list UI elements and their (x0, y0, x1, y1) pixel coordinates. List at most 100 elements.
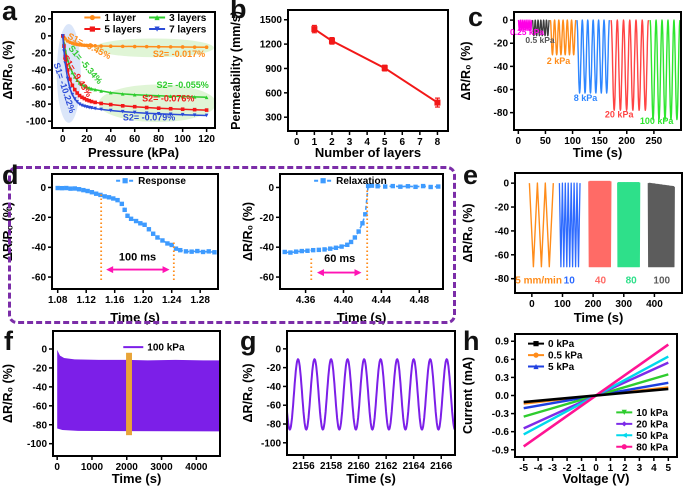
svg-text:1: 1 (312, 137, 318, 148)
svg-text:4: 4 (651, 463, 657, 474)
svg-text:-20: -20 (494, 39, 509, 50)
svg-text:0: 0 (294, 137, 300, 148)
svg-text:Time (s): Time (s) (110, 310, 160, 325)
svg-text:0.0: 0.0 (495, 391, 509, 402)
svg-text:-40: -40 (32, 66, 47, 77)
svg-text:0.5 kPa: 0.5 kPa (548, 351, 583, 362)
svg-text:0.9: 0.9 (495, 337, 509, 348)
svg-text:1.20: 1.20 (133, 295, 153, 306)
svg-text:-20: -20 (32, 48, 47, 59)
svg-text:4.44: 4.44 (372, 295, 392, 306)
svg-text:2162: 2162 (375, 461, 398, 472)
panel-label-g: g (240, 326, 257, 356)
svg-text:40: 40 (595, 275, 607, 286)
svg-text:Time (s): Time (s) (337, 310, 387, 325)
svg-text:80 kPa: 80 kPa (636, 442, 668, 453)
svg-text:600: 600 (265, 88, 282, 99)
svg-text:20: 20 (81, 134, 93, 145)
svg-text:150: 150 (591, 136, 608, 147)
svg-text:50: 50 (540, 136, 552, 147)
svg-text:2158: 2158 (320, 461, 343, 472)
svg-text:3: 3 (347, 137, 353, 148)
svg-text:-40: -40 (33, 382, 48, 393)
svg-text:S2= -0.017%: S2= -0.017% (153, 49, 205, 59)
svg-text:ΔR/R₀ (%): ΔR/R₀ (%) (241, 363, 255, 422)
svg-text:-4: -4 (534, 463, 543, 474)
svg-text:400: 400 (646, 299, 663, 310)
svg-text:0: 0 (529, 299, 535, 310)
svg-text:ΔR/R₀ (%): ΔR/R₀ (%) (241, 202, 255, 261)
chart-iv-curves: -5 -4 -3 -2 -1 0 1 2 3 4 5 0.9 0.6 0.3 0.0 -0.3 -0.6 -0.9… (460, 325, 685, 486)
chart-durability-zoom: 2156 2158 2160 2162 2164 2166 0 -20 -40 -60 -80 -10… (240, 325, 460, 486)
svg-text:0 kPa: 0 kPa (548, 339, 575, 350)
svg-text:-100: -100 (27, 439, 47, 450)
svg-text:10: 10 (564, 275, 576, 286)
svg-text:Time (s): Time (s) (346, 471, 396, 486)
svg-text:ΔR/R₀ (%): ΔR/R₀ (%) (1, 40, 15, 99)
svg-text:200: 200 (618, 136, 635, 147)
chart-cyclic-pressures: 0 50 100 150 200 250 0 -20 -40 -60 -80 Time (s) ΔR/R… (458, 0, 685, 160)
svg-text:0: 0 (516, 136, 522, 147)
svg-text:5 mm/min: 5 mm/min (515, 275, 562, 286)
svg-text:0: 0 (40, 31, 46, 42)
svg-text:-60: -60 (32, 273, 47, 284)
svg-text:S2= -0.076%: S2= -0.076% (142, 94, 194, 104)
svg-text:60 ms: 60 ms (324, 253, 355, 265)
svg-text:20 kPa: 20 kPa (636, 419, 668, 430)
svg-text:100 kPa: 100 kPa (147, 343, 185, 354)
svg-text:1.08: 1.08 (48, 295, 68, 306)
chart-durability: 0 1000 2000 3000 4000 0 -20 -40 -60 -80 -100 Time (… (0, 325, 240, 486)
svg-text:100: 100 (554, 299, 571, 310)
svg-text:1.12: 1.12 (76, 295, 96, 306)
svg-text:-80: -80 (495, 274, 510, 285)
svg-text:Relaxation: Relaxation (336, 176, 387, 187)
svg-text:1.28: 1.28 (190, 295, 210, 306)
svg-text:5: 5 (382, 137, 388, 148)
svg-text:-0.9: -0.9 (492, 445, 510, 456)
svg-text:20 kPa: 20 kPa (605, 109, 635, 119)
svg-text:0: 0 (593, 463, 599, 474)
svg-text:ΔR/R₀ (%): ΔR/R₀ (%) (459, 41, 473, 100)
svg-text:-100: -100 (261, 438, 281, 449)
svg-text:4.48: 4.48 (410, 295, 430, 306)
svg-text:2: 2 (329, 137, 335, 148)
svg-text:-60: -60 (260, 273, 275, 284)
svg-text:0: 0 (41, 344, 47, 355)
svg-text:100: 100 (564, 136, 581, 147)
svg-text:-40: -40 (494, 62, 509, 73)
svg-text:Current (mA): Current (mA) (461, 357, 475, 434)
svg-text:ΔR/R₀ (%): ΔR/R₀ (%) (461, 203, 475, 262)
svg-text:0.5 kPa: 0.5 kPa (525, 35, 555, 45)
svg-text:5 kPa: 5 kPa (548, 362, 575, 373)
svg-text:7: 7 (417, 137, 423, 148)
svg-text:50 kPa: 50 kPa (636, 431, 668, 442)
svg-text:0.25 kPa: 0.25 kPa (510, 27, 544, 37)
svg-text:20: 20 (35, 14, 47, 25)
svg-text:2164: 2164 (403, 461, 426, 472)
svg-text:1500: 1500 (260, 15, 283, 26)
svg-text:Time (s): Time (s) (573, 145, 623, 160)
svg-text:0.6: 0.6 (495, 355, 509, 366)
chart-relaxation-time: 4.36 4.40 4.44 4.48 0 -20 -40 -60 Time (s) ΔR/R₀ … (240, 160, 460, 325)
svg-text:-60: -60 (32, 83, 47, 94)
svg-text:ΔR/R₀ (%): ΔR/R₀ (%) (1, 364, 15, 423)
svg-text:100 kPa: 100 kPa (640, 116, 675, 126)
svg-text:Number of layers: Number of layers (315, 145, 421, 160)
svg-text:-20: -20 (33, 363, 48, 374)
chart-permeability: 0 1 2 3 4 5 6 7 8 300 600 900 1200 1500 Number of laye… (228, 0, 458, 160)
chart-response-time: 1.08 1.12 1.16 1.20 1.24 1.28 0 -20 -40 -60 Time (… (0, 160, 240, 325)
svg-text:10 kPa: 10 kPa (636, 408, 668, 419)
svg-text:-80: -80 (33, 420, 48, 431)
svg-text:1.16: 1.16 (105, 295, 125, 306)
svg-text:5 layers: 5 layers (104, 25, 142, 36)
svg-text:0: 0 (503, 179, 509, 190)
svg-text:S2= -0.079%: S2= -0.079% (123, 112, 175, 122)
svg-text:4.36: 4.36 (296, 295, 316, 306)
svg-text:ΔR/R₀ (%): ΔR/R₀ (%) (1, 202, 15, 261)
svg-text:Pressure (kPa): Pressure (kPa) (88, 145, 179, 160)
svg-text:7 layers: 7 layers (169, 25, 207, 36)
svg-text:-20: -20 (495, 203, 510, 214)
svg-text:Time (s): Time (s) (574, 310, 624, 325)
svg-text:2160: 2160 (347, 461, 370, 472)
